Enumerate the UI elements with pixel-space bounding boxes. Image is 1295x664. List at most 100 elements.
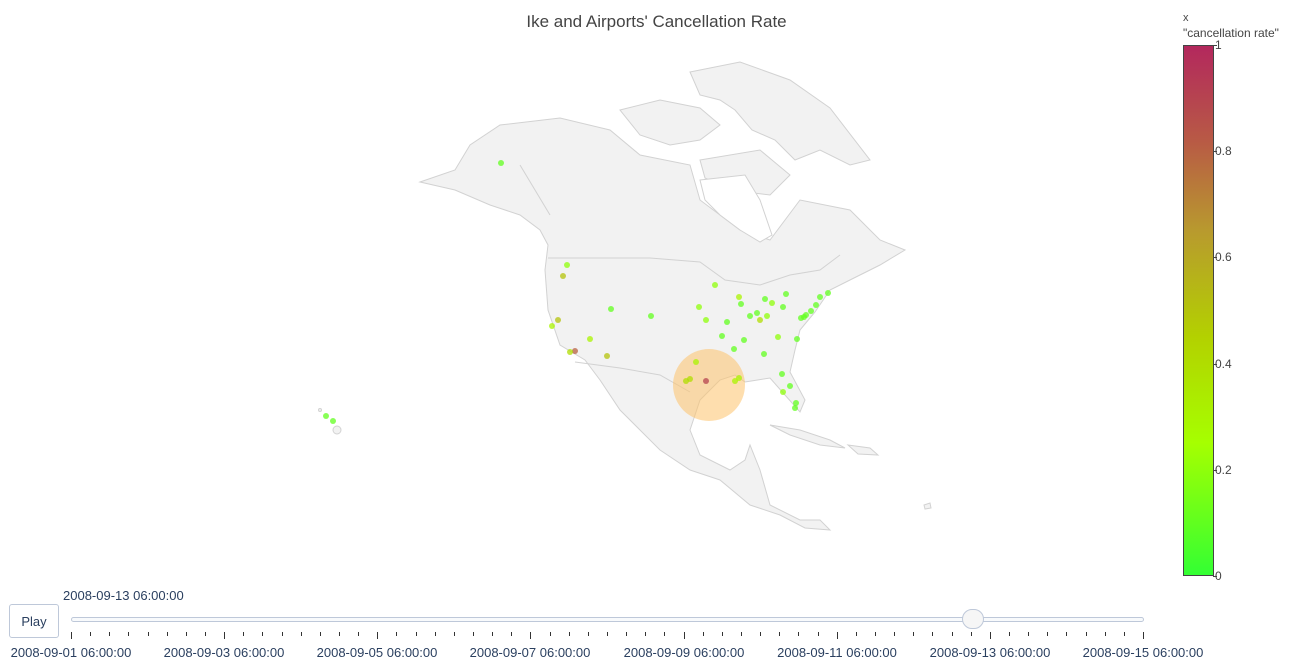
airport-marker[interactable] [803, 312, 809, 318]
airport-marker[interactable] [787, 383, 793, 389]
play-button[interactable]: Play [9, 604, 59, 638]
airport-marker[interactable] [724, 319, 730, 325]
airport-marker[interactable] [567, 349, 573, 355]
airport-marker[interactable] [731, 346, 737, 352]
alaska-border [519, 164, 551, 216]
airport-marker[interactable] [736, 294, 742, 300]
airport-marker[interactable] [813, 302, 819, 308]
airport-marker[interactable] [808, 308, 814, 314]
airport-marker[interactable] [564, 262, 570, 268]
slider-tick [645, 632, 646, 636]
airport-marker[interactable] [792, 405, 798, 411]
colorbar-tick-mark [1213, 469, 1217, 471]
slider-tick [722, 632, 723, 636]
airport-marker[interactable] [330, 418, 336, 424]
airport-marker[interactable] [604, 353, 610, 359]
airport-marker[interactable] [736, 375, 742, 381]
slider-tick [703, 632, 704, 636]
airport-marker[interactable] [764, 313, 770, 319]
slider-tick [109, 632, 110, 636]
slider-tick [875, 632, 876, 636]
colorbar-title-line1: x [1183, 12, 1189, 24]
slider-tick [205, 632, 206, 636]
slider-tick [1143, 632, 1144, 639]
airport-marker[interactable] [712, 282, 718, 288]
canada-us-border [548, 254, 841, 286]
slider-tick [818, 632, 819, 636]
slider-tick [856, 632, 857, 636]
airport-marker[interactable] [703, 317, 709, 323]
slider-tick [530, 632, 531, 639]
airport-marker[interactable] [498, 160, 504, 166]
slider-tick [971, 632, 972, 636]
hurricane-ike-marker[interactable] [673, 349, 745, 421]
slider-tick [473, 632, 474, 636]
colorbar-tick-mark [1213, 257, 1217, 259]
slider-tick-label: 2008-09-03 06:00:00 [163, 645, 285, 660]
airport-marker[interactable] [769, 300, 775, 306]
airport-marker[interactable] [817, 294, 823, 300]
slider-tick [454, 632, 455, 636]
airport-marker[interactable] [555, 317, 561, 323]
airport-marker[interactable] [572, 348, 578, 354]
colorbar-tick-label: 0.2 [1215, 462, 1232, 477]
slider-tick [779, 632, 780, 636]
slider-tick-label: 2008-09-15 06:00:00 [1082, 645, 1204, 660]
colorbar-tick-label: 0 [1215, 569, 1222, 583]
airport-marker[interactable] [761, 351, 767, 357]
slider-tick [1066, 632, 1067, 636]
north-america-map[interactable] [0, 0, 1180, 580]
airport-marker[interactable] [779, 371, 785, 377]
airport-marker[interactable] [608, 306, 614, 312]
slider-tick [320, 632, 321, 636]
airport-marker[interactable] [794, 336, 800, 342]
airport-marker[interactable] [793, 400, 799, 406]
airport-marker[interactable] [762, 296, 768, 302]
airport-marker[interactable] [783, 291, 789, 297]
chart-title: Ike and Airports' Cancellation Rate [526, 12, 787, 31]
slider-tick [664, 632, 665, 636]
airport-marker[interactable] [693, 359, 699, 365]
airport-marker[interactable] [560, 273, 566, 279]
slider-tick [990, 632, 991, 639]
slider-tick [71, 632, 72, 639]
slider-tick [282, 632, 283, 636]
airport-marker[interactable] [738, 301, 744, 307]
airport-marker[interactable] [648, 313, 654, 319]
airport-marker[interactable] [780, 389, 786, 395]
airport-marker[interactable] [754, 310, 760, 316]
slider-tick [1009, 632, 1010, 636]
airport-marker[interactable] [696, 304, 702, 310]
airport-marker[interactable] [719, 333, 725, 339]
airport-marker[interactable] [587, 336, 593, 342]
airport-marker[interactable] [825, 290, 831, 296]
colorbar-tick-label: 0.8 [1215, 144, 1232, 159]
airport-marker[interactable] [741, 337, 747, 343]
hudson-bay [699, 174, 773, 243]
airport-marker[interactable] [323, 413, 329, 419]
slider-tick [626, 632, 627, 636]
airport-marker[interactable] [775, 334, 781, 340]
slider-tick [760, 632, 761, 636]
slider-current-value: 2008-09-13 06:00:00 [63, 588, 184, 603]
north-america-landmass [418, 117, 907, 531]
slider-tick [167, 632, 168, 636]
slider-tick [262, 632, 263, 636]
slider-tick [1105, 632, 1106, 636]
airport-marker[interactable] [757, 317, 763, 323]
slider-tick-label: 2008-09-01 06:00:00 [10, 645, 132, 660]
slider-tick [932, 632, 933, 636]
slider-grip[interactable] [962, 609, 984, 629]
slider-tick [1028, 632, 1029, 636]
airport-marker[interactable] [780, 304, 786, 310]
airport-marker[interactable] [683, 378, 689, 384]
slider-tick [90, 632, 91, 636]
airport-marker[interactable] [703, 378, 709, 384]
greenland-landmass [689, 61, 871, 166]
colorbar-tick-label: 1 [1215, 38, 1222, 52]
airport-marker[interactable] [549, 323, 555, 329]
slider-tick [377, 632, 378, 639]
slider-tick [511, 632, 512, 636]
slider-rail[interactable] [71, 617, 1144, 622]
airport-marker[interactable] [747, 313, 753, 319]
